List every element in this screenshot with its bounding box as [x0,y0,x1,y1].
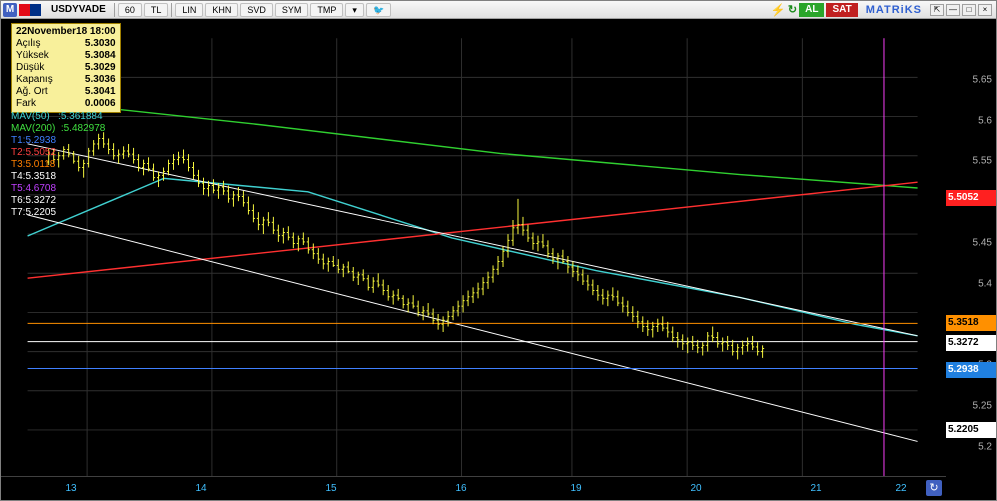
ohlc-wavg-label: Ağ. Ort [16,86,48,98]
app-icon: M [3,3,17,17]
chart-plot [1,19,996,500]
ohlc-diff-label: Fark [16,98,36,110]
indicator-label: T7:5.2205 [11,207,105,219]
symbol-label: USDYVADE [45,4,112,15]
maximize-button[interactable]: □ [962,4,976,16]
sell-button[interactable]: SAT [826,3,857,17]
y-tick: 5.2 [978,442,992,453]
indicator-label: T6:5.3272 [11,195,105,207]
ohlc-open-label: Açılış [16,38,40,50]
bolt-icon[interactable]: ⚡ [771,3,786,17]
svd-button[interactable]: SVD [240,3,273,17]
minimize-button[interactable]: — [946,4,960,16]
ohlc-diff-value: 0.0006 [85,98,116,110]
x-tick: 14 [195,483,206,494]
indicator-label: T4:5.3518 [11,171,105,183]
xaxis-refresh-icon[interactable] [926,480,942,496]
x-tick: 13 [65,483,76,494]
sym-button[interactable]: SYM [275,3,309,17]
ohlc-open-value: 5.3030 [85,38,116,50]
x-axis: 13 14 15 16 19 20 21 22 [1,476,946,500]
y-axis: 5.655.65.555.55.455.45.355.35.255.25.505… [946,19,996,476]
x-tick: 20 [690,483,701,494]
chart-area[interactable]: 22November18 18:00 Açılış 5.3030 Yüksek 5.… [1,19,996,500]
ohlc-close-label: Kapanış [16,74,53,86]
ohlc-header: 22November18 18:00 [16,26,116,38]
indicator-label: T2:5.5052 [11,147,105,159]
y-tick: 5.4 [978,278,992,289]
buy-button[interactable]: AL [799,3,824,17]
indicator-label: MAV(200) :5.482978 [11,123,105,135]
ohlc-box: 22November18 18:00 Açılış 5.3030 Yüksek 5.… [11,23,121,113]
twitter-icon[interactable]: 🐦 [366,3,391,17]
indicator-label: T3:5.0118 [11,159,105,171]
separator [114,3,115,17]
indicator-label: T1:5.2938 [11,135,105,147]
y-tick: 5.65 [973,74,992,85]
khn-button[interactable]: KHN [205,3,238,17]
titlebar: M USDYVADE 60 TL LIN KHN SVD SYM TMP ▾ 🐦… [1,1,996,19]
x-tick: 19 [570,483,581,494]
lin-button[interactable]: LIN [175,3,203,17]
price-level-label: 5.2205 [946,422,996,438]
ohlc-wavg-value: 5.3041 [85,86,116,98]
dropdown-button[interactable]: ▾ [345,3,364,17]
separator [171,3,172,17]
indicator-list: MAV(50) :5.361884MAV(200) :5.482978T1:5.… [11,111,105,219]
price-level-label: 5.5052 [946,190,996,206]
ohlc-high-label: Yüksek [16,50,49,62]
tl-button[interactable]: TL [144,3,169,17]
ohlc-low-label: Düşük [16,62,44,74]
x-tick: 21 [810,483,821,494]
brand-label: MATRiKS [860,4,928,16]
tmp-button[interactable]: TMP [310,3,343,17]
chart-window: M USDYVADE 60 TL LIN KHN SVD SYM TMP ▾ 🐦… [0,0,997,501]
y-tick: 5.6 [978,115,992,126]
detach-button[interactable]: ⇱ [930,4,944,16]
x-tick: 16 [455,483,466,494]
y-tick: 5.25 [973,401,992,412]
ohlc-high-value: 5.3084 [85,50,116,62]
refresh-icon[interactable]: ↻ [788,3,797,16]
ohlc-low-value: 5.3029 [85,62,116,74]
x-tick: 22 [895,483,906,494]
price-level-label: 5.3518 [946,315,996,331]
indicator-label: T5:4.6708 [11,183,105,195]
indicator-label: MAV(50) :5.361884 [11,111,105,123]
y-tick: 5.45 [973,238,992,249]
y-tick: 5.55 [973,156,992,167]
flags-icon [19,4,41,16]
x-tick: 15 [325,483,336,494]
interval-button[interactable]: 60 [118,3,142,17]
close-button[interactable]: × [978,4,992,16]
ohlc-close-value: 5.3036 [85,74,116,86]
price-level-label: 5.2938 [946,362,996,378]
price-level-label: 5.3272 [946,335,996,351]
